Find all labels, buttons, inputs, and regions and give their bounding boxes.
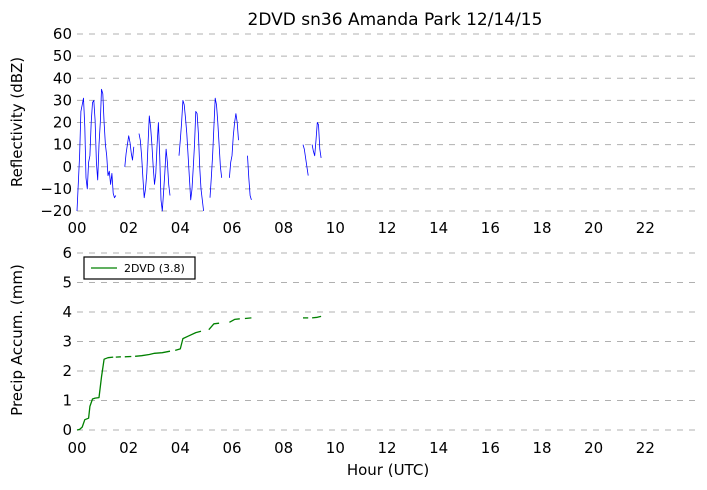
- x-tick-label: 08: [274, 439, 293, 457]
- y-tick-label: −10: [40, 180, 72, 198]
- reflectivity-line-segment: [209, 97, 223, 198]
- reflectivity-line-segment: [247, 155, 252, 201]
- precip-line-segment: [229, 318, 240, 323]
- legend-box: [83, 256, 196, 280]
- x-tick-label: 16: [481, 219, 500, 237]
- x-tick-label: 10: [326, 219, 345, 237]
- bottom-gridlines: [77, 252, 697, 431]
- x-tick-label: 00: [67, 219, 86, 237]
- precip-line-segment: [135, 350, 171, 357]
- x-tick-label: 18: [532, 439, 551, 457]
- x-tick-label: 16: [481, 439, 500, 457]
- x-tick-label: 06: [222, 219, 241, 237]
- reflectivity-line-segment: [178, 100, 204, 212]
- x-tick-label: 14: [429, 219, 448, 237]
- reflectivity-series: [76, 88, 322, 212]
- x-tick-label: 04: [171, 219, 190, 237]
- x-tick-label: 14: [429, 439, 448, 457]
- precip-line-segment: [312, 315, 322, 319]
- precip-line-segment: [76, 356, 114, 431]
- reflectivity-line-segment: [138, 115, 171, 212]
- x-tick-label: 00: [67, 439, 86, 457]
- y-tick-label: 3: [62, 333, 72, 351]
- reflectivity-line-segment: [302, 144, 309, 176]
- x-tick-label: 20: [584, 219, 603, 237]
- y-tick-label: 4: [62, 303, 72, 321]
- x-tick-label: 22: [636, 439, 655, 457]
- y-tick-label: 1: [62, 392, 72, 410]
- reflectivity-line-segment: [76, 88, 117, 212]
- reflectivity-line-segment: [229, 113, 239, 178]
- precip-line-segment: [208, 322, 220, 331]
- y-tick-label: 0: [62, 158, 72, 176]
- top-x-tick-labels: 00 02 04 06 08 10 12 14 16 18 20 22: [67, 219, 654, 237]
- x-tick-label: 18: [532, 219, 551, 237]
- y-tick-label: 30: [53, 91, 72, 109]
- bottom-y-axis-label: Precip Accum. (mm): [8, 264, 26, 416]
- x-tick-label: 10: [326, 439, 345, 457]
- precip-line-segment: [175, 330, 202, 352]
- reflectivity-line-segment: [124, 135, 135, 167]
- reflectivity-line-segment: [311, 122, 322, 158]
- precip-accum-series: [76, 315, 322, 431]
- legend: 2DVD (3.8): [83, 256, 196, 280]
- y-tick-label: 2: [62, 362, 72, 380]
- y-tick-label: 10: [53, 136, 72, 154]
- top-y-tick-labels: 60 50 40 30 20 10 0 −10 −20: [40, 25, 72, 220]
- y-tick-label: 50: [53, 47, 72, 65]
- x-tick-label: 08: [274, 219, 293, 237]
- chart-title: 2DVD sn36 Amanda Park 12/14/15: [248, 10, 543, 30]
- y-tick-label: 6: [62, 244, 72, 262]
- top-gridlines: [77, 33, 697, 212]
- y-tick-label: 0: [62, 421, 72, 439]
- y-tick-label: 40: [53, 69, 72, 87]
- x-tick-label: 04: [171, 439, 190, 457]
- x-tick-label: 06: [222, 439, 241, 457]
- x-tick-label: 20: [584, 439, 603, 457]
- bottom-y-tick-labels: 6 5 4 3 2 1 0: [62, 244, 72, 439]
- y-tick-label: −20: [40, 202, 72, 220]
- y-tick-label: 60: [53, 25, 72, 43]
- x-tick-label: 02: [119, 219, 138, 237]
- x-tick-label: 02: [119, 439, 138, 457]
- x-tick-label: 12: [377, 439, 396, 457]
- y-tick-label: 5: [62, 274, 72, 292]
- top-y-axis-label: Reflectivity (dBZ): [8, 57, 26, 187]
- bottom-x-tick-labels: 00 02 04 06 08 10 12 14 16 18 20 22: [67, 439, 654, 457]
- legend-entry-2dvd: 2DVD (3.8): [124, 262, 185, 275]
- precip-line-segment: [244, 317, 252, 320]
- x-tick-label: 12: [377, 219, 396, 237]
- x-tick-label: 22: [636, 219, 655, 237]
- bottom-x-axis-label: Hour (UTC): [347, 461, 429, 479]
- y-tick-label: 20: [53, 114, 72, 132]
